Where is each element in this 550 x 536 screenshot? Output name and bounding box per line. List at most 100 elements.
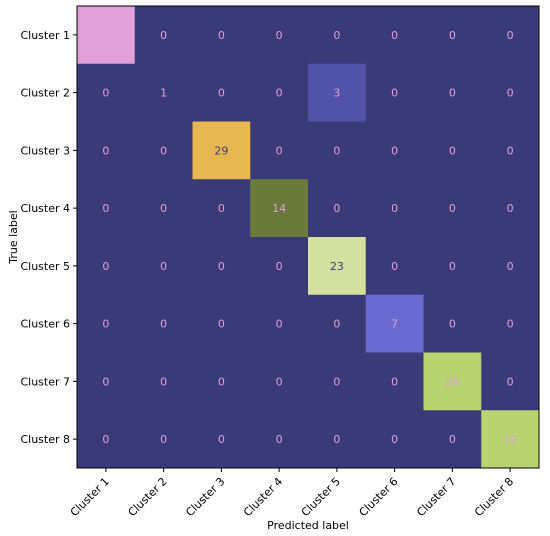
heatmap-cell-value: 58 <box>99 29 113 42</box>
heatmap-cell <box>481 6 540 65</box>
heatmap-cell-value: 0 <box>449 144 456 157</box>
heatmap-cell <box>250 179 309 238</box>
heatmap-cell-value: 0 <box>160 375 167 388</box>
heatmap-cell-value: 0 <box>449 202 456 215</box>
heatmap-cell-value: 0 <box>333 433 340 446</box>
heatmap-cell-value: 0 <box>449 318 456 331</box>
y-tick-label: Cluster 7 <box>20 375 70 388</box>
heatmap-cell-value: 0 <box>160 144 167 157</box>
heatmap-cell <box>134 6 193 65</box>
heatmap-cell <box>423 6 482 65</box>
heatmap-cell <box>192 121 251 180</box>
heatmap-cell-value: 0 <box>276 29 283 42</box>
heatmap-cell-value: 0 <box>218 433 225 446</box>
heatmap-cell <box>134 179 193 238</box>
heatmap-cell <box>308 121 367 180</box>
heatmap-cell <box>250 410 309 469</box>
heatmap-cell <box>481 121 540 180</box>
heatmap-cell-value: 0 <box>391 144 398 157</box>
heatmap-cell-labels: 58 0 0 0 0 0 0 0 0 1 0 0 3 0 0 0 0 0 29 0 0 0 0 0 0 0 0 14 0 0 0 0 0 0 0 0 2… <box>99 29 517 446</box>
heatmap-cell <box>134 352 193 411</box>
heatmap-cell <box>192 237 251 296</box>
heatmap-cell <box>308 63 367 122</box>
heatmap-cell-value: 0 <box>449 260 456 273</box>
heatmap-cell-value: 0 <box>160 433 167 446</box>
y-tick-label: Cluster 4 <box>20 202 70 215</box>
heatmap-cell-value: 0 <box>102 318 109 331</box>
heatmap-cell-value: 0 <box>391 433 398 446</box>
y-tick-label: Cluster 8 <box>20 433 70 446</box>
y-tick-label: Cluster 3 <box>20 144 70 157</box>
heatmap-cell-value: 0 <box>276 375 283 388</box>
x-tick-label: Cluster 3 <box>183 475 227 519</box>
heatmap-cell-value: 7 <box>391 318 398 331</box>
heatmap-cell <box>481 352 540 411</box>
heatmap-cell-value: 0 <box>391 87 398 100</box>
heatmap-cell-value: 0 <box>507 202 514 215</box>
heatmap-cell <box>365 179 424 238</box>
heatmap-cell-value: 0 <box>218 87 225 100</box>
heatmap-cell <box>134 63 193 122</box>
heatmap-cell-value: 0 <box>276 433 283 446</box>
y-axis-label: True label <box>7 210 20 264</box>
heatmap-cell-value: 0 <box>507 260 514 273</box>
heatmap-cell <box>192 179 251 238</box>
y-tick-label: Cluster 6 <box>20 318 70 331</box>
heatmap-cell-value: 0 <box>102 433 109 446</box>
heatmap-cell-value: 0 <box>102 87 109 100</box>
heatmap-cell-value: 0 <box>391 202 398 215</box>
heatmap-cell <box>77 179 136 238</box>
heatmap-cell-value: 0 <box>391 29 398 42</box>
heatmap-cell <box>77 6 136 65</box>
heatmap-cell <box>77 121 136 180</box>
heatmap-cell <box>250 6 309 65</box>
heatmap-cell <box>423 179 482 238</box>
heatmap-cell <box>365 352 424 411</box>
heatmap-cell <box>423 63 482 122</box>
heatmap-cell-value: 0 <box>102 375 109 388</box>
heatmap-cell <box>365 63 424 122</box>
heatmap-cell-value: 0 <box>160 202 167 215</box>
heatmap-cell-value: 0 <box>449 87 456 100</box>
x-tick-label: Cluster 7 <box>414 475 458 519</box>
heatmap-cell-value: 0 <box>276 260 283 273</box>
heatmap-cell-value: 0 <box>333 202 340 215</box>
heatmap-cell-value: 0 <box>391 375 398 388</box>
heatmap-cell <box>134 121 193 180</box>
heatmap-cell <box>134 237 193 296</box>
heatmap-cells <box>77 6 540 469</box>
heatmap-cell <box>77 294 136 353</box>
heatmap-cell <box>134 294 193 353</box>
heatmap-cell <box>134 410 193 469</box>
heatmap-cell-value: 0 <box>507 29 514 42</box>
heatmap-cell-value: 0 <box>391 260 398 273</box>
y-tick-label: Cluster 1 <box>20 29 70 42</box>
heatmap-cell <box>250 352 309 411</box>
heatmap-cell <box>192 294 251 353</box>
heatmap-cell <box>423 352 482 411</box>
heatmap-cell <box>423 294 482 353</box>
x-axis-ticks: Cluster 1 Cluster 2 Cluster 3 Cluster 4 Clus… <box>68 468 516 519</box>
x-tick-label: Cluster 1 <box>68 475 112 519</box>
plot-frame <box>76 5 540 469</box>
heatmap-cell-value: 0 <box>102 144 109 157</box>
heatmap-cell-value: 0 <box>333 318 340 331</box>
heatmap-cell-value: 0 <box>160 318 167 331</box>
heatmap-cell-value: 0 <box>160 260 167 273</box>
heatmap-cell-value: 0 <box>218 375 225 388</box>
heatmap-cell <box>481 410 540 469</box>
heatmap-cell-value: 0 <box>102 260 109 273</box>
heatmap-cell-value: 14 <box>272 202 286 215</box>
y-tick-label: Cluster 2 <box>20 87 70 100</box>
heatmap-cell <box>365 294 424 353</box>
heatmap-cell <box>308 179 367 238</box>
heatmap-cell-value: 0 <box>449 29 456 42</box>
heatmap-cell <box>481 294 540 353</box>
heatmap-cell-value: 0 <box>276 144 283 157</box>
heatmap-cell <box>77 410 136 469</box>
heatmap-cell <box>192 352 251 411</box>
y-tick-label: Cluster 5 <box>20 260 70 273</box>
heatmap-cell <box>250 121 309 180</box>
heatmap-cell-value: 23 <box>330 260 344 273</box>
